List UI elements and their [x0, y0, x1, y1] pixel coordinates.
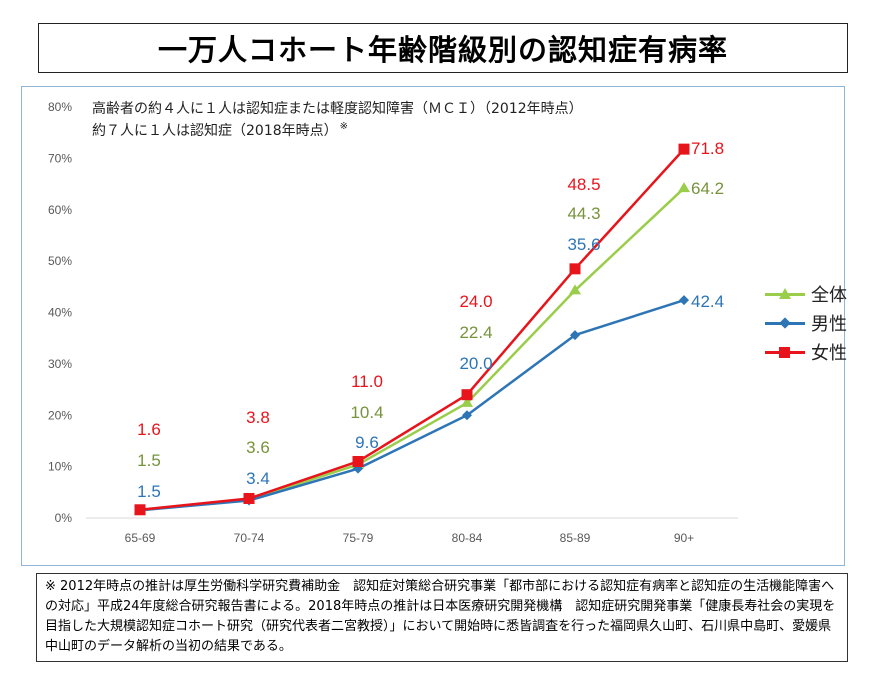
- data-label: 1.5: [137, 482, 161, 501]
- data-label: 22.4: [459, 323, 492, 342]
- data-label: 44.3: [567, 204, 600, 223]
- chart-subtitle-line1: 高齢者の約４人に１人は認知症または軽度認知障害（ＭＣＩ）（2012年時点）: [92, 101, 583, 117]
- data-label: 1.5: [137, 451, 161, 470]
- data-point: [678, 143, 690, 155]
- data-label: 64.2: [691, 179, 724, 198]
- legend-label: 男性: [811, 313, 847, 335]
- data-label: 11.0: [351, 372, 383, 391]
- data-label: 10.4: [350, 403, 383, 422]
- data-point: [352, 455, 364, 467]
- legend-label: 全体: [811, 284, 847, 306]
- data-point: [461, 389, 473, 401]
- data-point: [679, 295, 689, 306]
- data-point: [134, 504, 146, 516]
- chart-subtitle-line2-text: 約７人に１人は認知症（2018年時点）: [92, 123, 338, 139]
- data-point: [243, 492, 255, 504]
- chart-legend: 全体 男性 女性: [765, 279, 847, 366]
- x-tick-label: 70-74: [234, 531, 265, 545]
- subtitle-note-mark: ※: [339, 121, 349, 133]
- y-tick-label: 30%: [48, 357, 72, 371]
- legend-swatch: [765, 343, 805, 361]
- data-label: 24.0: [459, 292, 492, 311]
- data-label: 3.8: [246, 408, 270, 427]
- x-tick-label: 75-79: [343, 531, 374, 545]
- data-point: [569, 284, 581, 295]
- y-tick-label: 40%: [48, 306, 72, 320]
- legend-label: 女性: [811, 342, 847, 364]
- legend-item: 男性: [765, 308, 847, 337]
- data-point: [461, 396, 473, 407]
- y-tick-label: 0%: [55, 511, 73, 525]
- x-tick-label: 80-84: [452, 531, 483, 545]
- y-tick-label: 20%: [48, 408, 72, 422]
- data-label: 42.4: [691, 292, 724, 311]
- legend-item: 全体: [765, 279, 847, 308]
- legend-swatch: [765, 285, 805, 303]
- y-tick-label: 10%: [48, 460, 72, 474]
- data-label: 3.4: [246, 469, 270, 488]
- y-tick-label: 60%: [48, 203, 72, 217]
- data-point: [462, 410, 472, 421]
- series-line: [139, 187, 685, 512]
- series-line: [139, 148, 685, 512]
- data-label: 1.6: [137, 420, 161, 439]
- y-tick-label: 50%: [48, 254, 72, 268]
- data-label: 71.8: [691, 139, 724, 158]
- data-label: 20.0: [459, 354, 492, 373]
- legend-item: 女性: [765, 337, 847, 366]
- y-tick-label: 70%: [48, 151, 72, 165]
- footnote: ※ 2012年時点の推計は厚生労働科学研究費補助金 認知症対策総合研究事業「都市…: [36, 573, 848, 662]
- data-point: [678, 182, 690, 193]
- chart-frame: [21, 86, 845, 566]
- x-tick-label: 85-89: [560, 531, 591, 545]
- data-point: [570, 330, 580, 341]
- data-label: 35.6: [567, 235, 600, 254]
- legend-swatch: [765, 314, 805, 332]
- x-tick-label: 65-69: [125, 531, 156, 545]
- data-point: [569, 263, 581, 275]
- x-tick-label: 90+: [674, 531, 694, 545]
- data-label: 9.6: [355, 433, 379, 452]
- series-line: [139, 298, 685, 512]
- page-title: 一万人コホート年齢階級別の認知症有病率: [38, 23, 848, 73]
- chart-subtitle-line2: 約７人に１人は認知症（2018年時点） ※: [92, 120, 348, 140]
- data-label: 48.5: [567, 175, 600, 194]
- y-tick-label: 80%: [48, 100, 72, 114]
- data-label: 3.6: [246, 438, 270, 457]
